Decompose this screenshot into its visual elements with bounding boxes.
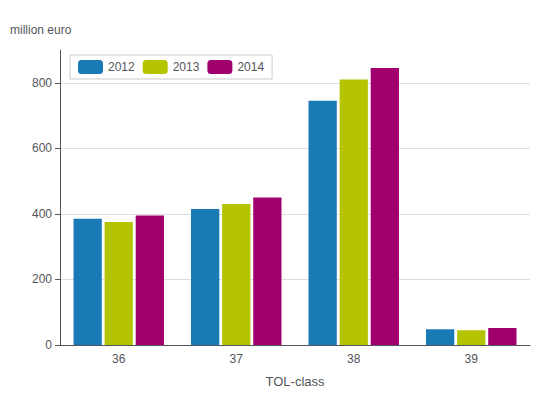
- svg-text:800: 800: [32, 76, 52, 90]
- svg-text:2013: 2013: [173, 60, 200, 74]
- svg-text:600: 600: [32, 141, 52, 155]
- svg-text:0: 0: [45, 338, 52, 352]
- svg-text:37: 37: [230, 352, 244, 366]
- svg-text:36: 36: [112, 352, 126, 366]
- svg-text:400: 400: [32, 207, 52, 221]
- svg-text:39: 39: [465, 352, 479, 366]
- svg-text:million euro: million euro: [10, 23, 72, 37]
- svg-text:2014: 2014: [237, 60, 264, 74]
- svg-text:2012: 2012: [108, 60, 135, 74]
- svg-text:TOL-class: TOL-class: [266, 374, 325, 389]
- svg-text:38: 38: [347, 352, 361, 366]
- svg-text:200: 200: [32, 272, 52, 286]
